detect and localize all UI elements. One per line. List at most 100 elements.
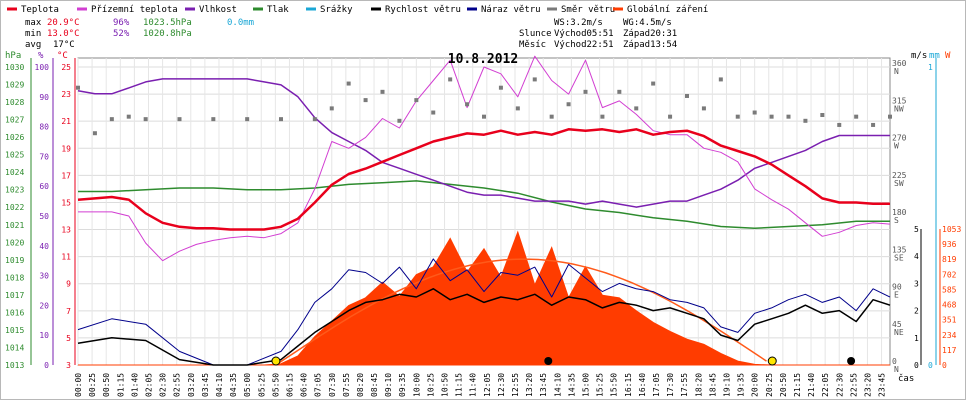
direction-letter-label: N bbox=[894, 67, 899, 76]
temperature-tick-label: 25 bbox=[61, 63, 71, 72]
humidity-tick-label: 70 bbox=[39, 152, 49, 161]
time-tick-label: 19:35 bbox=[737, 373, 746, 397]
sun-set-marker bbox=[767, 356, 777, 366]
direction-point bbox=[600, 114, 605, 119]
direction-tick-label: 90 bbox=[892, 283, 902, 292]
radiation-tick-label: 234 bbox=[942, 331, 957, 340]
direction-tick-label: 45 bbox=[892, 320, 902, 329]
stats-moon-label: Měsíc bbox=[519, 40, 546, 50]
stats-min-press: 1020.8hPa bbox=[143, 29, 192, 39]
legend-label-2: Přízemní teplota bbox=[91, 5, 178, 15]
temperature-tick-label: 17 bbox=[61, 171, 71, 180]
time-tick-label: 13:20 bbox=[525, 373, 534, 397]
series-line-teplota bbox=[77, 128, 890, 231]
time-tick-label: 01:15 bbox=[116, 373, 125, 397]
stats-ws: WS:3.2m/s bbox=[554, 18, 603, 28]
time-tick-label: 06:15 bbox=[286, 373, 295, 397]
time-tick-label: 22:05 bbox=[821, 373, 830, 397]
legend-label-6: Rychlost větru bbox=[385, 5, 461, 15]
stats-wg: WG:4.5m/s bbox=[623, 18, 672, 28]
legend-label-9: Globální záření bbox=[627, 5, 708, 15]
direction-point bbox=[820, 113, 825, 118]
temperature-tick-label: 21 bbox=[61, 117, 71, 126]
pressure-tick-label: 1013 bbox=[5, 361, 24, 370]
pressure-tick-label: 1030 bbox=[5, 63, 24, 72]
time-tick-label: 10:25 bbox=[426, 373, 435, 397]
stats-sun-label: Slunce bbox=[519, 29, 552, 39]
time-tick-label: 15:25 bbox=[596, 373, 605, 397]
direction-point bbox=[854, 114, 859, 119]
wind-tick-label: 2 bbox=[914, 307, 919, 316]
temperature-tick-label: 11 bbox=[61, 253, 71, 262]
direction-point bbox=[583, 89, 588, 94]
direction-point bbox=[701, 106, 706, 111]
direction-point bbox=[617, 89, 622, 94]
time-tick-label: 18:20 bbox=[694, 373, 703, 397]
time-tick-label: 12:05 bbox=[483, 373, 492, 397]
pressure-tick-label: 1027 bbox=[5, 116, 24, 125]
series-line-tlak bbox=[78, 180, 890, 230]
radiation-tick-label: 702 bbox=[942, 270, 957, 279]
legend-label-5: Srážky bbox=[320, 5, 353, 15]
time-tick-label: 03:45 bbox=[201, 373, 210, 397]
direction-letter-label: SW bbox=[894, 179, 904, 188]
direction-point bbox=[752, 110, 757, 115]
series-line-n-raz-v-tru bbox=[77, 258, 891, 366]
wind-tick-label: 1 bbox=[914, 334, 919, 343]
direction-point bbox=[279, 117, 283, 122]
pressure-tick-label: 1022 bbox=[5, 203, 24, 212]
radiation-tick-label: 819 bbox=[942, 255, 957, 264]
time-tick-label: 21:40 bbox=[807, 373, 816, 397]
direction-point bbox=[465, 102, 470, 107]
wind-tick-label: 3 bbox=[914, 279, 919, 288]
stats-max-temp: 20.9°C bbox=[47, 18, 80, 28]
time-tick-label: 10:00 bbox=[412, 373, 421, 397]
time-tick-label: 23:45 bbox=[878, 373, 887, 397]
humidity-tick-label: 40 bbox=[39, 242, 49, 251]
time-tick-label: 00:00 bbox=[74, 373, 83, 397]
chart-title: 10.8.2012 bbox=[448, 52, 518, 67]
direction-point bbox=[498, 85, 503, 90]
temperature-tick-label: 3 bbox=[66, 361, 71, 370]
series-line-vlhkost bbox=[77, 78, 890, 208]
rain-unit-label: mm bbox=[929, 51, 940, 61]
stats-avg-label: avg bbox=[25, 40, 41, 50]
temperature-tick-label: 7 bbox=[66, 307, 71, 316]
direction-point bbox=[871, 122, 876, 127]
wind-tick-label: 0 bbox=[914, 361, 919, 370]
humidity-unit-label: % bbox=[38, 51, 44, 61]
stats-max-label: max bbox=[25, 18, 42, 28]
time-tick-label: 11:40 bbox=[469, 373, 478, 397]
direction-point bbox=[837, 122, 842, 127]
direction-point bbox=[329, 106, 334, 111]
stats-avg-temp: 17°C bbox=[53, 40, 75, 50]
time-tick-label: 02:30 bbox=[159, 373, 168, 397]
time-tick-label: 20:00 bbox=[751, 373, 760, 397]
legend-label-4: Tlak bbox=[267, 5, 289, 15]
legend-label-8: Směr větru bbox=[561, 5, 615, 15]
direction-point bbox=[566, 102, 571, 107]
time-tick-label: 03:20 bbox=[187, 373, 196, 397]
sun-moon-markers bbox=[271, 356, 856, 366]
direction-tick-label: 225 bbox=[892, 171, 907, 180]
temperature-tick-label: 9 bbox=[66, 280, 71, 289]
stats-max-rain: 0.0mm bbox=[227, 18, 254, 28]
series-line-p-zemn-teplota bbox=[78, 55, 891, 262]
axis-unit-labels: hPa % °C m/s mm W čas bbox=[5, 51, 951, 384]
pressure-tick-label: 1023 bbox=[5, 186, 24, 195]
legend-label-1: Teplota bbox=[21, 5, 59, 15]
series-layer bbox=[77, 55, 891, 366]
wind-tick-label: 5 bbox=[914, 225, 919, 234]
pressure-tick-label: 1017 bbox=[5, 291, 24, 300]
stats-moon-set: Západ13:54 bbox=[623, 40, 677, 50]
wind-direction-points bbox=[76, 77, 892, 136]
time-tick-label: 04:35 bbox=[229, 373, 238, 397]
temperature-tick-label: 23 bbox=[61, 90, 71, 99]
humidity-tick-label: 30 bbox=[39, 272, 49, 281]
direction-letter-label: W bbox=[894, 142, 899, 151]
stats-moon-rise: Východ22:51 bbox=[554, 40, 614, 50]
direction-point bbox=[346, 81, 351, 86]
radiation-tick-label: 351 bbox=[942, 316, 957, 325]
direction-point bbox=[397, 118, 402, 123]
direction-letter-label: SE bbox=[894, 253, 904, 262]
